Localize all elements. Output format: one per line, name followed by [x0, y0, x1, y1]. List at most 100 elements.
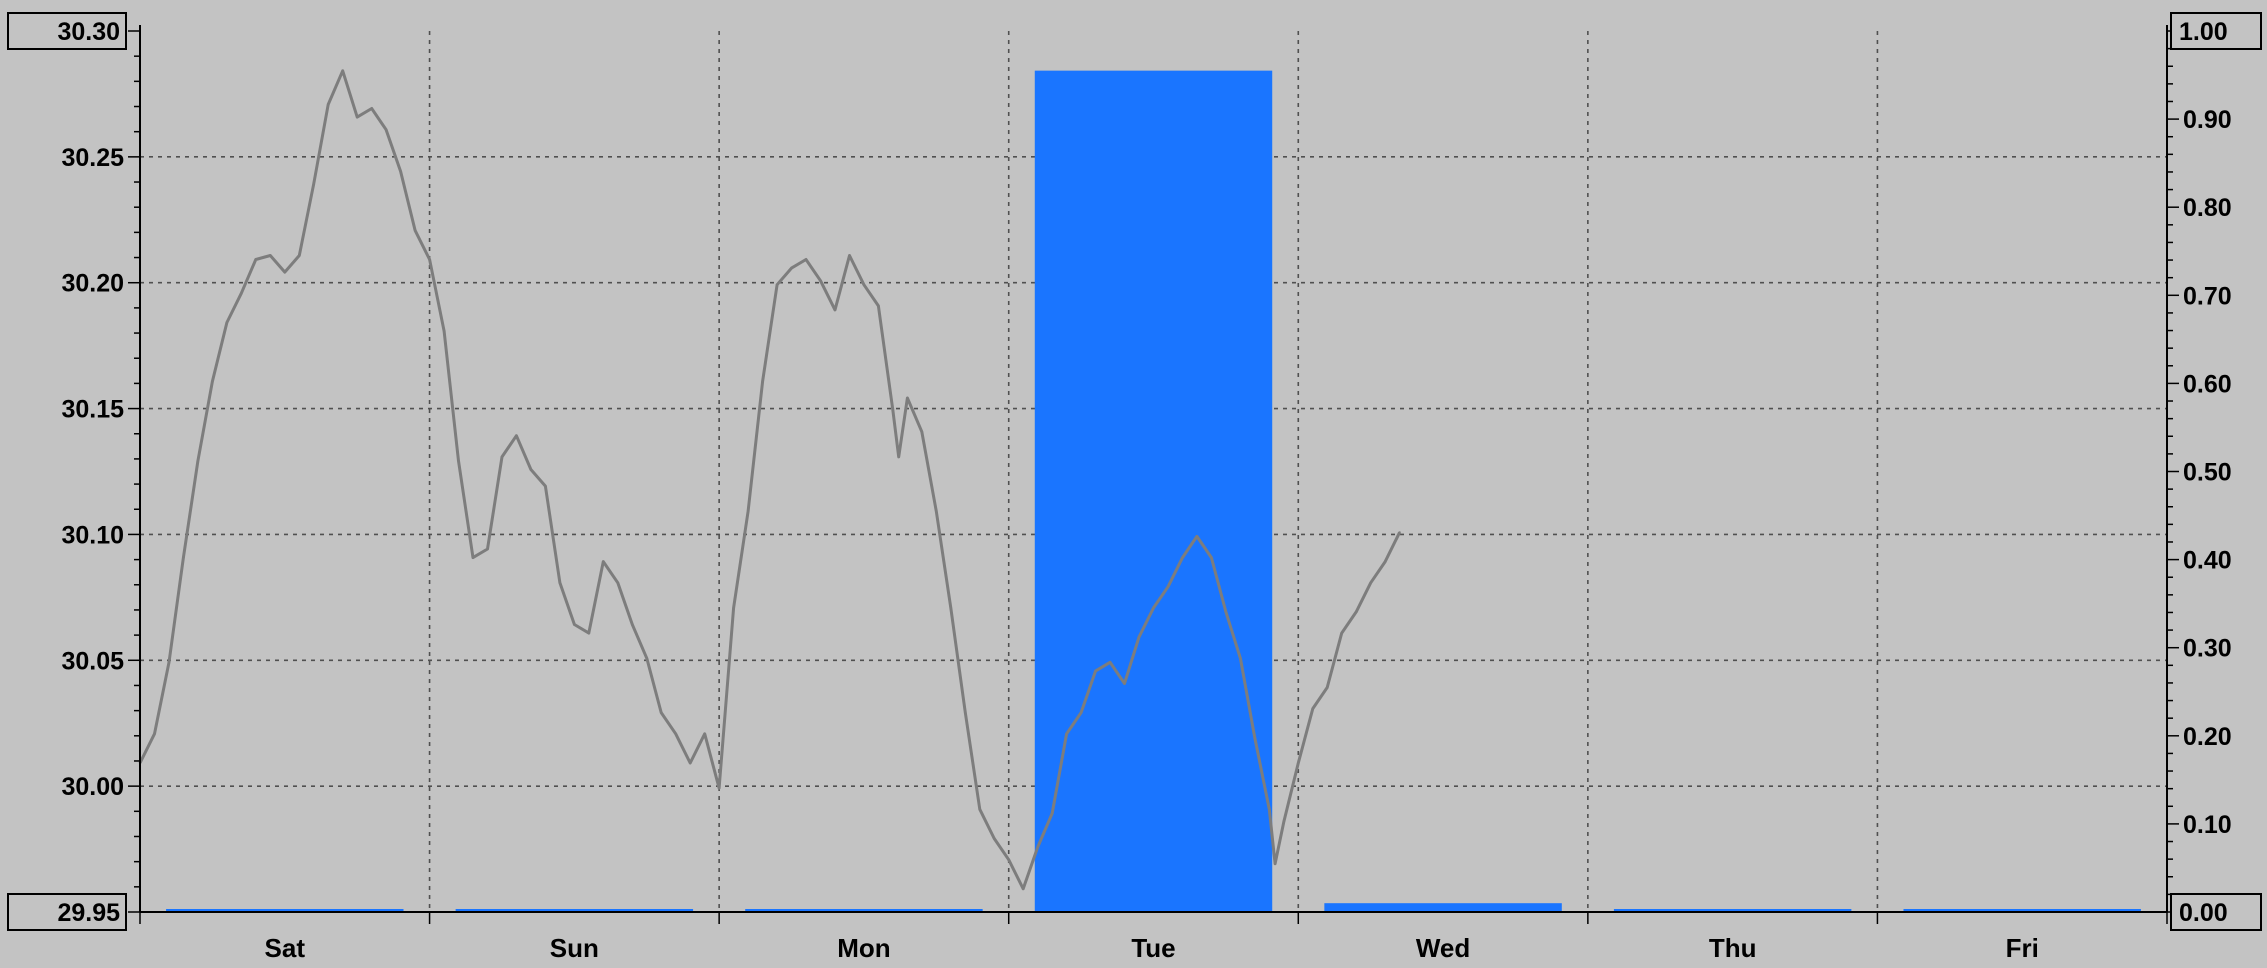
pressure-point	[1355, 610, 1358, 614]
pressure-point	[1007, 858, 1010, 861]
left-tick-label: 29.95	[57, 899, 120, 927]
pressure-point	[1268, 808, 1271, 811]
right-tick-label: 0.60	[2183, 370, 2232, 398]
precip-bars	[166, 70, 2141, 912]
right-tick-label: 0.10	[2183, 811, 2232, 839]
pressure-point	[529, 468, 533, 471]
pressure-point	[1036, 845, 1039, 849]
pressure-point	[442, 329, 446, 333]
pressure-point	[167, 661, 171, 664]
axis-labels: 30.30 30.25 30.20 30.15 30.10 30.05 30.00 29.95…	[7, 12, 2262, 963]
pressure-point	[1181, 556, 1184, 559]
pressure-point	[1166, 585, 1170, 588]
pressure-point	[674, 732, 677, 735]
pressure-point	[645, 657, 648, 660]
pressure-point	[833, 308, 837, 312]
pressure-point	[283, 270, 286, 274]
pressure-point	[457, 459, 460, 463]
pressure-point	[1065, 732, 1068, 735]
right-tick-label: 0.30	[2183, 635, 2232, 663]
right-tick-label: 0.50	[2183, 459, 2232, 487]
x-tick-label-tue: Tue	[1131, 933, 1175, 963]
pressure-point	[1094, 669, 1097, 673]
axes	[128, 25, 2179, 924]
pressure-point	[1152, 606, 1155, 610]
left-tick-label: 30.05	[61, 647, 124, 675]
pressure-point	[153, 732, 156, 735]
pressure-point	[935, 510, 938, 513]
pressure-point	[225, 321, 229, 324]
precip-bar-sat	[166, 909, 404, 912]
pressure-point	[775, 283, 779, 286]
x-tick-label-mon: Mon	[837, 933, 890, 963]
pressure-point	[631, 623, 634, 626]
pressure-point	[269, 254, 272, 257]
pressure-point	[1311, 707, 1314, 710]
right-tick-label: 0.00	[2179, 899, 2228, 927]
pressure-point	[1326, 686, 1329, 689]
right-tick-label: 0.90	[2183, 106, 2232, 134]
pressure-point	[413, 229, 417, 232]
pressure-point	[804, 258, 808, 261]
pressure-point	[790, 266, 793, 270]
pressure-point	[703, 732, 706, 735]
pressure-point	[660, 711, 663, 714]
pressure-point	[1195, 535, 1199, 538]
left-tick-label: 30.25	[61, 144, 124, 172]
right-tick-label: 0.70	[2183, 282, 2232, 310]
pressure-point	[399, 170, 402, 173]
pressure-point	[906, 396, 909, 400]
right-tick-box	[2170, 12, 2262, 50]
right-tick-label: 0.80	[2183, 194, 2232, 222]
pressure-point	[1137, 635, 1141, 639]
precip-bar-thu	[1613, 909, 1852, 912]
precip-bar-sun	[455, 909, 694, 912]
left-tick-label: 30.00	[61, 773, 124, 801]
pressure-point	[1369, 581, 1372, 584]
pressure-point	[471, 556, 475, 559]
pressure-point	[500, 455, 504, 459]
pressure-point	[240, 292, 243, 295]
grid	[140, 31, 2167, 912]
left-tick-box	[7, 12, 127, 50]
pressure-point	[746, 510, 750, 513]
left-tick-label: 30.20	[61, 270, 124, 298]
pressure-point	[1239, 657, 1242, 660]
pressure-point	[428, 258, 431, 261]
pressure-point	[1297, 761, 1300, 765]
pressure-point	[848, 254, 851, 257]
pressure-point	[211, 380, 214, 383]
pressure-point	[312, 182, 315, 186]
pressure-point	[327, 103, 330, 106]
pressure-point	[1398, 531, 1401, 534]
pressure-point	[761, 380, 764, 383]
pressure-point	[862, 283, 866, 286]
pressure-point	[544, 484, 547, 488]
pressure-point	[993, 837, 996, 840]
pressure-point	[602, 560, 605, 563]
pressure-point	[558, 581, 562, 584]
left-tick-box	[7, 893, 127, 931]
precip-bar-fri	[1903, 909, 2141, 912]
pressure-point	[486, 547, 489, 551]
pressure-point	[1021, 887, 1025, 891]
pressure-point	[920, 430, 924, 433]
pressure-point	[897, 455, 900, 459]
precip-bar-wed	[1324, 903, 1562, 912]
x-tick-label-thu: Thu	[1709, 933, 1757, 963]
pressure-point	[616, 581, 619, 584]
left-tick-label: 30.10	[61, 521, 124, 549]
pressure-point	[1224, 610, 1228, 614]
pressure-point	[196, 459, 200, 463]
x-tick-label-sun: Sun	[550, 933, 599, 963]
pressure-point	[1383, 560, 1387, 563]
precip-bar-tue	[1034, 70, 1273, 912]
pressure-point	[515, 434, 518, 437]
pressure-point	[1340, 631, 1343, 635]
pressure-point	[688, 761, 692, 765]
pressure-point	[877, 304, 880, 308]
pressure-point	[573, 623, 576, 626]
pressure-point	[370, 107, 373, 110]
x-tick-label-sat: Sat	[265, 933, 306, 963]
